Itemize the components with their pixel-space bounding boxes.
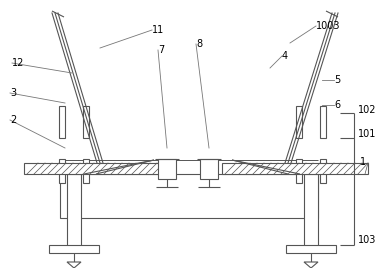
Text: 8: 8 — [196, 39, 202, 49]
Bar — [304, 174, 318, 250]
Polygon shape — [304, 262, 318, 268]
Bar — [320, 159, 326, 183]
Text: 3: 3 — [10, 88, 16, 98]
Bar — [296, 106, 302, 138]
Text: 2: 2 — [10, 115, 16, 125]
Bar — [67, 174, 81, 250]
Bar — [83, 106, 89, 138]
Text: 101: 101 — [358, 129, 376, 139]
Polygon shape — [67, 262, 81, 268]
Bar — [59, 159, 65, 183]
Bar — [222, 163, 368, 174]
Text: 11: 11 — [152, 25, 164, 35]
Text: 12: 12 — [12, 58, 24, 68]
Bar — [158, 159, 176, 179]
Text: 1003: 1003 — [316, 21, 341, 31]
Bar — [60, 174, 318, 218]
Text: 5: 5 — [334, 75, 340, 85]
Bar — [320, 106, 326, 138]
Bar — [83, 159, 89, 183]
Text: 4: 4 — [282, 51, 288, 61]
Text: 103: 103 — [358, 235, 376, 245]
Text: 7: 7 — [158, 45, 164, 55]
Bar — [296, 159, 302, 183]
Text: 6: 6 — [334, 100, 340, 110]
Bar — [24, 163, 172, 174]
Bar — [286, 245, 336, 253]
Text: 102: 102 — [358, 105, 376, 115]
Bar — [59, 106, 65, 138]
Text: 1: 1 — [360, 157, 366, 167]
Bar — [49, 245, 99, 253]
Bar — [200, 159, 218, 179]
